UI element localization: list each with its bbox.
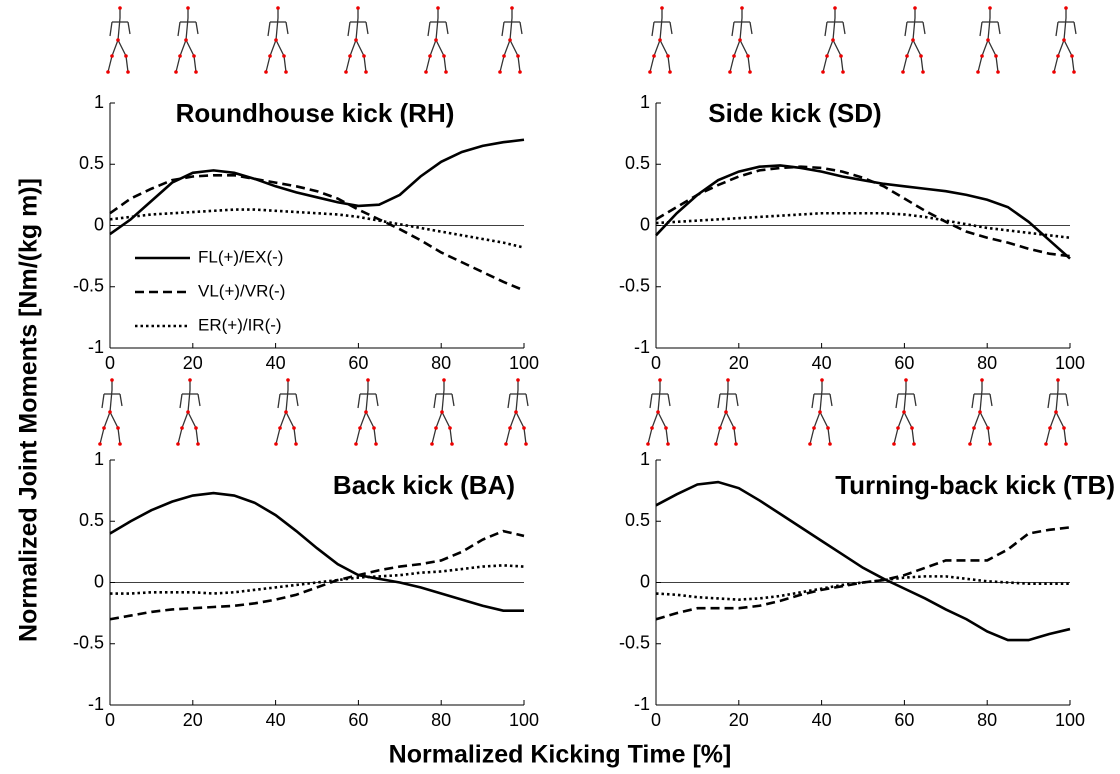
x-tick-label: 40 [266, 710, 286, 730]
data-line [655, 211, 1071, 240]
x-axis-label: Normalized Kicking Time [%] [389, 741, 732, 769]
data-line [110, 564, 525, 595]
x-tick-label: 100 [1055, 353, 1085, 373]
x-tick-label: 80 [977, 710, 997, 730]
legend-label: VL(+)/VR(-) [198, 281, 285, 300]
x-tick-label: 0 [105, 353, 115, 373]
legend-label: FL(+)/EX(-) [198, 247, 283, 266]
y-tick-label: -1 [634, 337, 650, 357]
data-line [655, 526, 1071, 621]
chart-title: Turning-back kick (TB) [835, 470, 1115, 500]
data-line [109, 173, 525, 292]
data-line [109, 491, 524, 612]
x-tick-label: 0 [651, 710, 661, 730]
data-line [655, 165, 1071, 258]
y-tick-label: -1 [88, 337, 104, 357]
chart-title: Back kick (BA) [333, 470, 515, 500]
y-tick-label: 0 [640, 214, 650, 234]
x-tick-label: 100 [509, 353, 539, 373]
y-tick-label: 0.5 [79, 153, 104, 173]
x-tick-label: 20 [729, 353, 749, 373]
data-line [655, 164, 1071, 260]
y-tick-label: 1 [94, 449, 104, 469]
data-line [109, 529, 525, 621]
y-tick-label: 0.5 [625, 153, 650, 173]
data-line [655, 480, 1071, 642]
y-tick-label: 0 [94, 571, 104, 591]
x-tick-label: 20 [183, 710, 203, 730]
x-tick-label: 40 [812, 353, 832, 373]
y-tick-label: -0.5 [73, 276, 104, 296]
y-tick-label: 0 [94, 214, 104, 234]
y-tick-label: 1 [640, 449, 650, 469]
x-tick-label: 20 [729, 710, 749, 730]
x-tick-label: 60 [894, 710, 914, 730]
y-tick-label: -1 [634, 694, 650, 714]
stick-figures [97, 5, 1077, 447]
x-tick-label: 0 [105, 710, 115, 730]
x-tick-label: 60 [894, 353, 914, 373]
x-tick-label: 0 [651, 353, 661, 373]
data-line [109, 208, 525, 249]
x-tick-label: 40 [812, 710, 832, 730]
x-tick-label: 80 [431, 353, 451, 373]
x-tick-label: 60 [348, 710, 368, 730]
legend-label: ER(+)/IR(-) [198, 315, 282, 334]
chart-title: Side kick (SD) [708, 98, 881, 128]
y-tick-label: 1 [94, 92, 104, 112]
x-tick-label: 40 [266, 353, 286, 373]
x-tick-label: 100 [509, 710, 539, 730]
chart-title: Roundhouse kick (RH) [176, 98, 455, 128]
x-tick-label: 20 [183, 353, 203, 373]
data-line [655, 575, 1070, 601]
y-tick-label: 0.5 [625, 510, 650, 530]
data-line [109, 138, 525, 236]
y-tick-label: -0.5 [619, 276, 650, 296]
y-tick-label: 0.5 [79, 510, 104, 530]
y-tick-label: -0.5 [73, 633, 104, 653]
y-tick-label: 1 [640, 92, 650, 112]
y-tick-label: -0.5 [619, 633, 650, 653]
x-tick-label: 60 [348, 353, 368, 373]
x-tick-label: 80 [977, 353, 997, 373]
y-tick-label: 0 [640, 571, 650, 591]
y-tick-label: -1 [88, 694, 104, 714]
y-axis-label: Normalized Joint Moments [Nm/(kg m)] [15, 178, 43, 642]
x-tick-label: 100 [1055, 710, 1085, 730]
x-tick-label: 80 [431, 710, 451, 730]
